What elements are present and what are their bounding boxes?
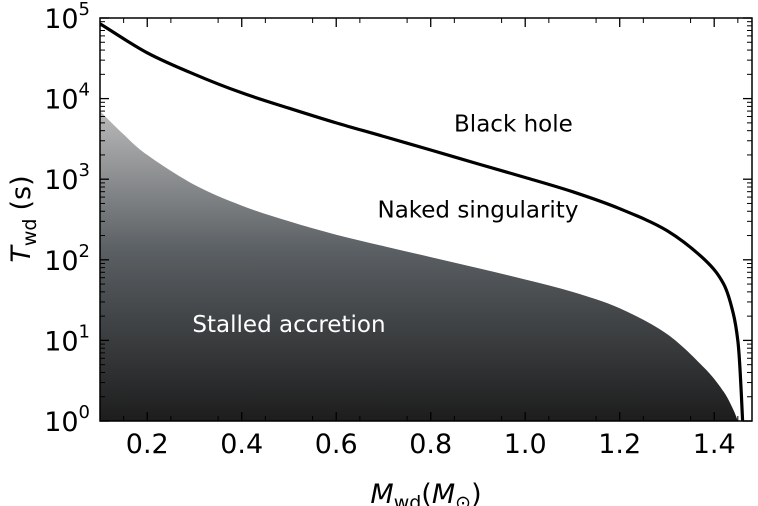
- x-axis-title: Mwd(M⊙): [370, 479, 481, 506]
- black-hole-boundary-line: [100, 22, 745, 421]
- y-tick-label: 101: [44, 321, 90, 357]
- y-tick-labels: 100 101 102 103 104 105: [44, 0, 90, 438]
- y-tick-label: 105: [44, 0, 90, 35]
- x-tick-label: 1.4: [693, 429, 736, 460]
- x-tick-label: 0.2: [126, 429, 169, 460]
- y-axis-title: Twd(s): [6, 175, 41, 262]
- annotation-naked-singularity: Naked singularity: [377, 198, 578, 224]
- stalled-accretion-region: [100, 111, 738, 421]
- x-tick-label: 1.2: [598, 429, 641, 460]
- y-tick-label: 104: [44, 80, 90, 116]
- y-tick-label: 103: [44, 160, 90, 196]
- x-tick-label: 1.0: [504, 429, 547, 460]
- x-tick-labels: 0.2 0.4 0.6 0.8 1.0 1.2 1.4: [126, 429, 736, 460]
- x-tick-label: 0.6: [315, 429, 358, 460]
- annotation-stalled-accretion: Stalled accretion: [192, 312, 385, 338]
- plot-frame: [99, 17, 753, 422]
- y-tick-label: 102: [44, 241, 90, 277]
- y-tick-label: 100: [44, 402, 90, 438]
- x-tick-label: 0.8: [409, 429, 452, 460]
- annotation-black-hole: Black hole: [454, 112, 573, 138]
- x-tick-label: 0.4: [220, 429, 263, 460]
- axis-ticks: [100, 17, 752, 422]
